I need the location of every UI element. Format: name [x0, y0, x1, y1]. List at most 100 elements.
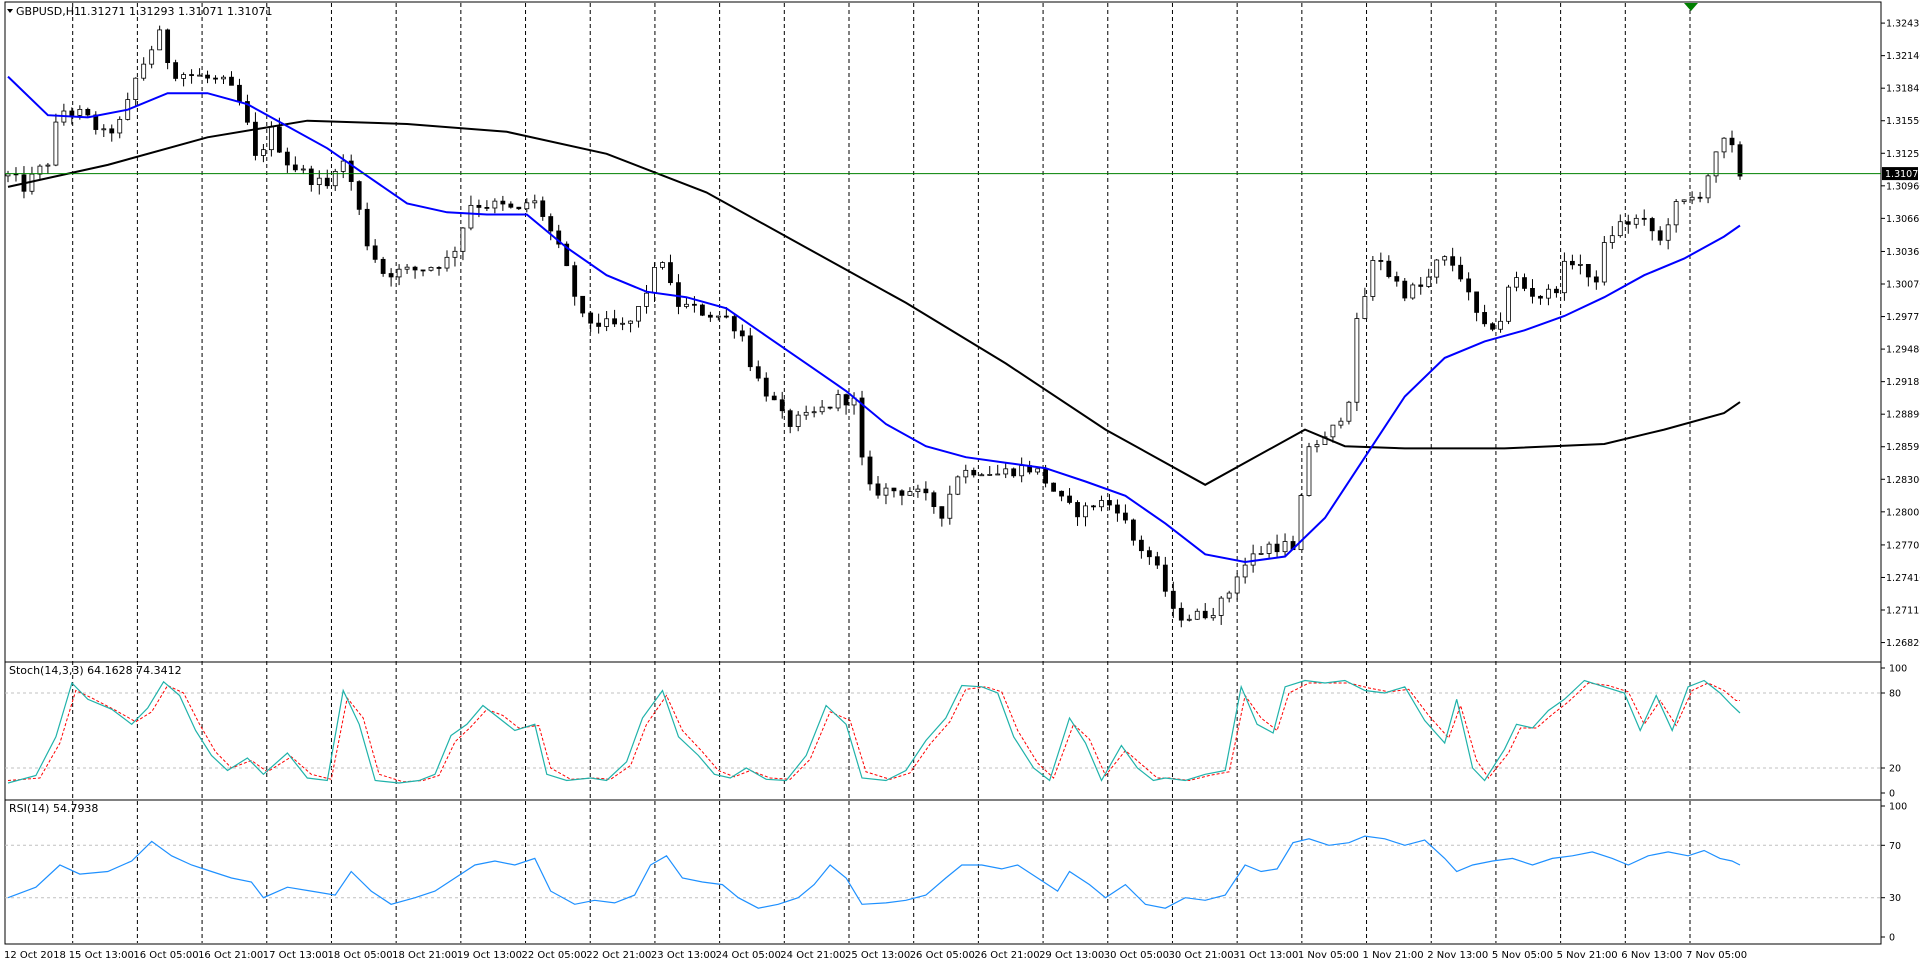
candle-body: [1314, 444, 1320, 448]
candle-body: [636, 306, 641, 322]
candle-body: [1003, 468, 1009, 475]
candle-body: [1131, 519, 1136, 541]
y-tick-label: 1.31255: [1886, 149, 1920, 160]
indicator-y-label: 100: [1889, 802, 1907, 813]
candle-body: [1202, 610, 1208, 619]
candle-body: [835, 394, 841, 409]
candle-body: [197, 74, 202, 77]
candle-body: [340, 160, 346, 172]
x-tick-label: 30 Oct 05:00: [1104, 950, 1169, 961]
candle-body: [1234, 576, 1240, 594]
candle-body: [1011, 468, 1017, 477]
y-tick-label: 1.29775: [1886, 312, 1920, 323]
candle-body: [364, 208, 370, 247]
candle-body: [300, 168, 306, 171]
slow-moving-average: [7, 119, 1741, 486]
candle-body: [723, 315, 729, 318]
candle-body: [564, 243, 570, 267]
indicator-y-label: 0: [1889, 789, 1895, 800]
candle-body: [1378, 260, 1384, 262]
candle-body: [69, 110, 75, 116]
x-tick-label: 22 Oct 21:00: [586, 950, 651, 961]
candle-body: [1498, 320, 1503, 330]
candle-body: [1673, 201, 1679, 226]
candle-body: [1242, 564, 1248, 578]
price-axis[interactable]: 1.32435 1.32140 1.31845 1.31550 1.31255 1.309…: [1881, 19, 1920, 944]
candle-body: [676, 282, 681, 307]
candle-body: [37, 165, 43, 175]
chart-menu-icon[interactable]: [7, 9, 13, 13]
y-tick-label: 1.31550: [1886, 116, 1920, 127]
candle-body: [245, 101, 250, 123]
indicator-y-label: 0: [1889, 933, 1895, 944]
candle-body: [819, 406, 825, 413]
candle-body: [1641, 217, 1647, 220]
trade-arrow-icon: [1684, 3, 1698, 11]
candle-body: [1250, 553, 1256, 566]
indicator-y-label: 70: [1889, 841, 1901, 852]
candle-body: [931, 492, 937, 508]
candle-body: [763, 377, 769, 397]
candle-body: [1162, 564, 1168, 592]
candle-body: [1370, 260, 1376, 297]
candle-body: [596, 322, 602, 327]
candle-body: [548, 216, 554, 232]
x-tick-label: 30 Oct 21:00: [1168, 950, 1233, 961]
last-price-label-bg: [1882, 167, 1918, 181]
time-axis[interactable]: 12 Oct 2018 15 Oct 13:00 16 Oct 05:00 16 Oc…: [4, 950, 1747, 961]
x-tick-label: 29 Oct 13:00: [1039, 950, 1104, 961]
candle-body: [692, 303, 697, 306]
candle-body: [396, 268, 402, 278]
candle-body: [644, 292, 649, 307]
candle-body: [1538, 295, 1543, 299]
candle-body: [803, 411, 809, 416]
moving-averages: [7, 75, 1741, 564]
y-tick-label: 1.27410: [1886, 573, 1920, 584]
x-tick-label: 16 Oct 21:00: [198, 950, 263, 961]
candle-body: [284, 151, 290, 166]
y-tick-label: 1.32435: [1886, 19, 1920, 30]
candle-body: [1338, 420, 1344, 426]
candle-body: [1657, 230, 1663, 241]
candle-body: [181, 74, 186, 79]
y-tick-label: 1.29480: [1886, 345, 1920, 356]
candle-body: [1306, 446, 1312, 496]
rsi-line: [7, 835, 1741, 909]
candle-body: [995, 473, 1001, 476]
x-tick-label: 17 Oct 13:00: [263, 950, 328, 961]
candle-body: [1362, 296, 1368, 319]
candle-body: [1705, 175, 1711, 199]
y-tick-label: 1.30365: [1886, 247, 1920, 258]
x-tick-label: 5 Nov 05:00: [1492, 950, 1553, 961]
x-tick-label: 1 Nov 21:00: [1363, 950, 1424, 961]
candle-body: [699, 304, 705, 316]
candle-body: [1522, 277, 1527, 289]
candle-body: [101, 128, 107, 131]
candle-body: [684, 303, 689, 307]
candle-body: [979, 474, 985, 477]
candle-body: [93, 114, 99, 130]
x-tick-label: 7 Nov 05:00: [1686, 950, 1747, 961]
candle-body: [53, 121, 59, 166]
stoch-main-line: [7, 679, 1741, 784]
candle-body: [276, 126, 282, 153]
candle-body: [428, 267, 434, 271]
candle-body: [205, 74, 210, 79]
candle-body: [1274, 543, 1280, 553]
candle-body: [85, 108, 91, 116]
candle-body: [157, 29, 163, 51]
x-tick-label: 6 Nov 13:00: [1621, 950, 1682, 961]
candle-body: [268, 126, 274, 151]
candle-body: [843, 394, 849, 406]
candle-body: [388, 273, 394, 278]
candle-body: [1554, 288, 1559, 294]
candle-body: [5, 173, 11, 177]
candle-body: [261, 149, 266, 156]
candle-body: [308, 168, 314, 186]
candle-body: [1226, 592, 1232, 599]
candle-body: [1115, 504, 1120, 514]
x-tick-label: 23 Oct 13:00: [651, 950, 716, 961]
candle-body: [1178, 607, 1184, 621]
